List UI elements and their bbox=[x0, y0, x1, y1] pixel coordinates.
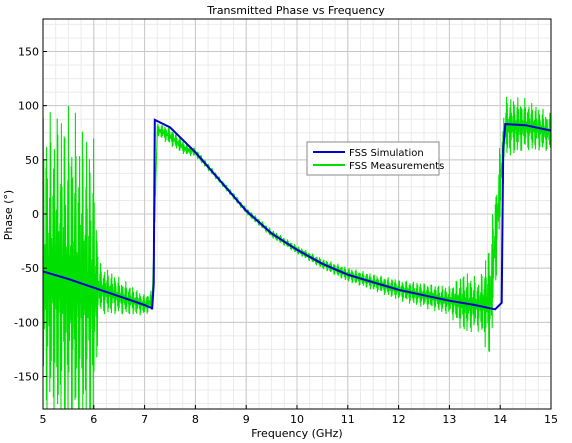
y-tick-label: 100 bbox=[18, 100, 39, 113]
x-tick-label: 14 bbox=[493, 413, 507, 426]
plot-traces bbox=[42, 96, 552, 410]
x-tick-label: 10 bbox=[290, 413, 304, 426]
legend: FSS Simulation FSS Measurements bbox=[306, 141, 444, 176]
y-tick-label: 50 bbox=[25, 154, 39, 167]
x-tick-label: 5 bbox=[40, 413, 47, 426]
legend-label-simulation: FSS Simulation bbox=[349, 148, 424, 159]
axis-ticks: 5 6 7 8 9 10 11 12 13 14 15 -150 -100 -50 0 50 100 150 bbox=[14, 46, 558, 427]
x-tick-label: 15 bbox=[544, 413, 558, 426]
legend-label-measurements: FSS Measurements bbox=[349, 161, 444, 172]
x-tick-label: 7 bbox=[141, 413, 148, 426]
y-axis-label: Phase (°) bbox=[2, 190, 15, 240]
y-tick-label: -100 bbox=[14, 316, 39, 329]
series-line-simulation bbox=[42, 118, 552, 311]
x-tick-label: 6 bbox=[90, 413, 97, 426]
x-axis-label: Frequency (GHz) bbox=[251, 427, 342, 440]
x-tick-label: 12 bbox=[392, 413, 406, 426]
y-tick-label: -50 bbox=[21, 262, 39, 275]
x-tick-label: 13 bbox=[442, 413, 456, 426]
y-tick-label: -150 bbox=[14, 371, 39, 384]
y-tick-label: 0 bbox=[32, 208, 39, 221]
y-tick-label: 150 bbox=[18, 46, 39, 59]
x-tick-label: 11 bbox=[341, 413, 355, 426]
x-tick-label: 8 bbox=[192, 413, 199, 426]
legend-box bbox=[306, 141, 440, 176]
x-tick-label: 9 bbox=[243, 413, 250, 426]
chart-title: Transmitted Phase vs Frequency bbox=[206, 4, 385, 17]
grid bbox=[42, 19, 552, 409]
